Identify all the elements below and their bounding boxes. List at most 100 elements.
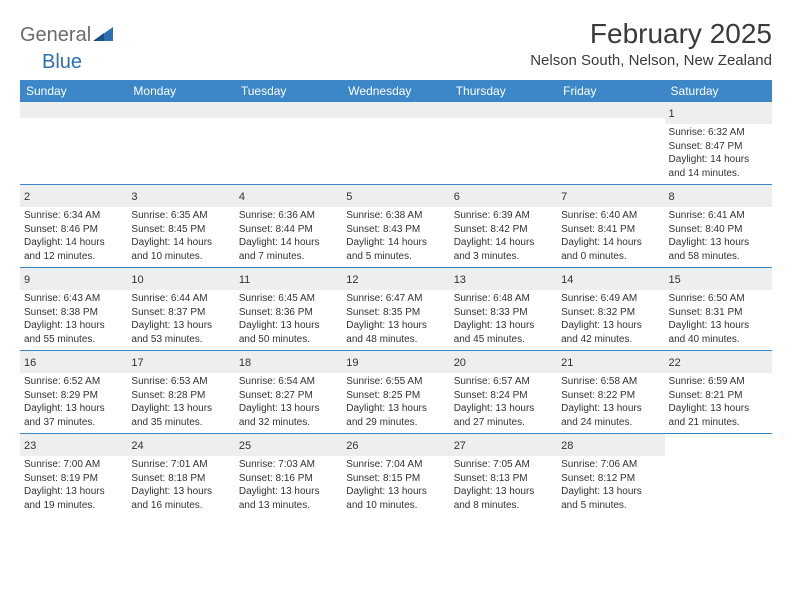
empty-daynum-bar — [235, 102, 342, 118]
day-cell — [235, 102, 342, 184]
daynum-bar: 2 — [20, 185, 127, 207]
daylight-line: and 50 minutes. — [239, 333, 338, 347]
daylight-line: Daylight: 13 hours — [346, 319, 445, 333]
sunset-line: Sunset: 8:43 PM — [346, 223, 445, 237]
daylight-line: Daylight: 13 hours — [131, 402, 230, 416]
daylight-line: Daylight: 13 hours — [131, 319, 230, 333]
daylight-line: and 48 minutes. — [346, 333, 445, 347]
day-body: Sunrise: 7:05 AMSunset: 8:13 PMDaylight:… — [450, 456, 557, 516]
day-cell: 15Sunrise: 6:50 AMSunset: 8:31 PMDayligh… — [665, 268, 772, 350]
daynum-bar: 8 — [665, 185, 772, 207]
dayhead-thu: Thursday — [450, 80, 557, 102]
sunrise-line: Sunrise: 6:44 AM — [131, 292, 230, 306]
daynum-bar: 27 — [450, 434, 557, 456]
sunset-line: Sunset: 8:40 PM — [669, 223, 768, 237]
day-cell: 10Sunrise: 6:44 AMSunset: 8:37 PMDayligh… — [127, 268, 234, 350]
daylight-line: and 8 minutes. — [454, 499, 553, 513]
day-body: Sunrise: 6:47 AMSunset: 8:35 PMDaylight:… — [342, 290, 449, 350]
sunrise-line: Sunrise: 6:59 AM — [669, 375, 768, 389]
daylight-line: Daylight: 14 hours — [346, 236, 445, 250]
day-body: Sunrise: 6:45 AMSunset: 8:36 PMDaylight:… — [235, 290, 342, 350]
sunset-line: Sunset: 8:29 PM — [24, 389, 123, 403]
daylight-line: and 10 minutes. — [131, 250, 230, 264]
daylight-line: Daylight: 13 hours — [131, 485, 230, 499]
week-row: 2Sunrise: 6:34 AMSunset: 8:46 PMDaylight… — [20, 184, 772, 267]
day-number: 6 — [454, 191, 460, 203]
sunset-line: Sunset: 8:31 PM — [669, 306, 768, 320]
daynum-bar: 5 — [342, 185, 449, 207]
day-cell: 11Sunrise: 6:45 AMSunset: 8:36 PMDayligh… — [235, 268, 342, 350]
sunset-line: Sunset: 8:22 PM — [561, 389, 660, 403]
day-body: Sunrise: 6:52 AMSunset: 8:29 PMDaylight:… — [20, 373, 127, 433]
sunset-line: Sunset: 8:16 PM — [239, 472, 338, 486]
sunset-line: Sunset: 8:12 PM — [561, 472, 660, 486]
daylight-line: and 13 minutes. — [239, 499, 338, 513]
daylight-line: Daylight: 14 hours — [454, 236, 553, 250]
daylight-line: Daylight: 13 hours — [669, 319, 768, 333]
sunrise-line: Sunrise: 6:50 AM — [669, 292, 768, 306]
sunrise-line: Sunrise: 6:39 AM — [454, 209, 553, 223]
brand-triangle-icon — [93, 27, 113, 46]
sunset-line: Sunset: 8:13 PM — [454, 472, 553, 486]
daylight-line: and 37 minutes. — [24, 416, 123, 430]
sunset-line: Sunset: 8:38 PM — [24, 306, 123, 320]
empty-daynum-bar — [342, 102, 449, 118]
sunset-line: Sunset: 8:41 PM — [561, 223, 660, 237]
sunset-line: Sunset: 8:28 PM — [131, 389, 230, 403]
day-body: Sunrise: 6:41 AMSunset: 8:40 PMDaylight:… — [665, 207, 772, 267]
day-number: 4 — [239, 191, 245, 203]
day-cell: 1Sunrise: 6:32 AMSunset: 8:47 PMDaylight… — [665, 102, 772, 184]
daylight-line: and 7 minutes. — [239, 250, 338, 264]
day-body: Sunrise: 6:57 AMSunset: 8:24 PMDaylight:… — [450, 373, 557, 433]
day-cell: 8Sunrise: 6:41 AMSunset: 8:40 PMDaylight… — [665, 185, 772, 267]
day-header-row: Sunday Monday Tuesday Wednesday Thursday… — [20, 80, 772, 102]
sunset-line: Sunset: 8:44 PM — [239, 223, 338, 237]
day-number: 17 — [131, 357, 143, 369]
daynum-bar: 16 — [20, 351, 127, 373]
empty-daynum-bar — [20, 102, 127, 118]
day-cell — [342, 102, 449, 184]
day-cell — [665, 434, 772, 516]
day-body: Sunrise: 6:38 AMSunset: 8:43 PMDaylight:… — [342, 207, 449, 267]
sunrise-line: Sunrise: 7:03 AM — [239, 458, 338, 472]
sunrise-line: Sunrise: 6:52 AM — [24, 375, 123, 389]
day-cell: 16Sunrise: 6:52 AMSunset: 8:29 PMDayligh… — [20, 351, 127, 433]
day-cell: 20Sunrise: 6:57 AMSunset: 8:24 PMDayligh… — [450, 351, 557, 433]
day-number: 21 — [561, 357, 573, 369]
sunrise-line: Sunrise: 6:53 AM — [131, 375, 230, 389]
day-body: Sunrise: 6:35 AMSunset: 8:45 PMDaylight:… — [127, 207, 234, 267]
sunrise-line: Sunrise: 6:48 AM — [454, 292, 553, 306]
daylight-line: and 19 minutes. — [24, 499, 123, 513]
daynum-bar: 19 — [342, 351, 449, 373]
day-number: 7 — [561, 191, 567, 203]
daylight-line: and 5 minutes. — [561, 499, 660, 513]
day-number: 3 — [131, 191, 137, 203]
sunset-line: Sunset: 8:24 PM — [454, 389, 553, 403]
daylight-line: and 0 minutes. — [561, 250, 660, 264]
sunrise-line: Sunrise: 6:35 AM — [131, 209, 230, 223]
daynum-bar: 21 — [557, 351, 664, 373]
sunset-line: Sunset: 8:32 PM — [561, 306, 660, 320]
day-body: Sunrise: 7:04 AMSunset: 8:15 PMDaylight:… — [342, 456, 449, 516]
sunset-line: Sunset: 8:15 PM — [346, 472, 445, 486]
day-number: 14 — [561, 274, 573, 286]
day-cell: 6Sunrise: 6:39 AMSunset: 8:42 PMDaylight… — [450, 185, 557, 267]
sunset-line: Sunset: 8:33 PM — [454, 306, 553, 320]
day-number: 22 — [669, 357, 681, 369]
daylight-line: Daylight: 13 hours — [24, 485, 123, 499]
daylight-line: and 42 minutes. — [561, 333, 660, 347]
day-cell: 18Sunrise: 6:54 AMSunset: 8:27 PMDayligh… — [235, 351, 342, 433]
daylight-line: Daylight: 14 hours — [131, 236, 230, 250]
sunrise-line: Sunrise: 7:01 AM — [131, 458, 230, 472]
day-body: Sunrise: 7:03 AMSunset: 8:16 PMDaylight:… — [235, 456, 342, 516]
daylight-line: and 45 minutes. — [454, 333, 553, 347]
day-cell: 22Sunrise: 6:59 AMSunset: 8:21 PMDayligh… — [665, 351, 772, 433]
daylight-line: Daylight: 13 hours — [239, 485, 338, 499]
sunset-line: Sunset: 8:36 PM — [239, 306, 338, 320]
daynum-bar: 12 — [342, 268, 449, 290]
sunrise-line: Sunrise: 6:58 AM — [561, 375, 660, 389]
day-body: Sunrise: 7:00 AMSunset: 8:19 PMDaylight:… — [20, 456, 127, 516]
day-cell: 23Sunrise: 7:00 AMSunset: 8:19 PMDayligh… — [20, 434, 127, 516]
sunset-line: Sunset: 8:45 PM — [131, 223, 230, 237]
sunrise-line: Sunrise: 6:43 AM — [24, 292, 123, 306]
